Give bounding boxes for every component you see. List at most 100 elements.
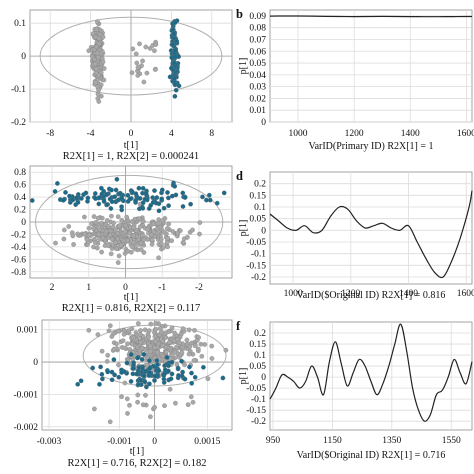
data-point — [190, 399, 196, 405]
y-tick-label: 0.6 — [14, 181, 26, 191]
data-point — [169, 371, 175, 377]
series-0 — [86, 321, 229, 425]
data-point — [209, 343, 215, 349]
data-point — [164, 355, 170, 360]
y-tick-label: 0.07 — [249, 35, 266, 45]
data-point — [170, 229, 176, 234]
hotelling-ellipse — [39, 16, 223, 96]
data-point — [97, 227, 102, 233]
x-tick-label: 1600 — [457, 289, 474, 299]
data-point — [171, 31, 177, 37]
data-point — [94, 50, 100, 56]
y-axis-label: p[1] — [238, 58, 249, 75]
x-tick-label: 1000 — [284, 289, 303, 299]
data-point — [134, 344, 140, 350]
y-tick-label: -0.2 — [251, 273, 266, 283]
data-point — [141, 219, 146, 224]
data-point — [60, 197, 66, 203]
data-point — [70, 197, 76, 203]
data-point — [150, 195, 156, 200]
data-point — [172, 20, 178, 25]
data-point — [131, 225, 137, 230]
data-point — [160, 218, 166, 223]
panel-b: 1000 1200 1400 1600 0.09 0.080.07 0.06 0.05 0.04… — [236, 7, 474, 152]
data-point — [53, 240, 58, 246]
x-tick-label: 1200 — [345, 129, 364, 139]
data-point — [98, 220, 104, 226]
x-tick-label: 1400 — [399, 289, 418, 299]
y-tick-label: 0.01 — [249, 106, 266, 116]
data-point — [184, 337, 190, 343]
data-point — [91, 244, 96, 250]
data-point — [52, 189, 58, 194]
data-point — [119, 217, 125, 223]
data-point — [137, 41, 142, 47]
data-point — [101, 77, 107, 83]
data-point — [118, 242, 124, 248]
data-point — [159, 329, 164, 335]
data-point — [156, 217, 162, 222]
data-point — [166, 221, 171, 227]
data-point — [125, 192, 131, 198]
data-point — [160, 343, 166, 349]
data-point — [143, 190, 149, 196]
data-point — [124, 396, 130, 402]
data-point — [190, 227, 195, 233]
data-point — [94, 66, 99, 72]
y-tick-label: 0.8 — [14, 168, 26, 178]
data-point — [173, 344, 179, 350]
y-tick-label: 0.2 — [14, 206, 26, 216]
data-point — [96, 87, 101, 93]
data-point — [141, 373, 147, 378]
data-point — [95, 215, 101, 221]
y-tick-label: 0.09 — [249, 12, 266, 22]
y-tick-label: 0.06 — [249, 47, 266, 57]
data-point — [107, 419, 113, 425]
data-point — [129, 219, 135, 224]
data-point — [91, 214, 97, 219]
y-tick-label: -0.002 — [13, 423, 38, 433]
x-tick-label: 1550 — [442, 436, 461, 446]
x-tick-label: 1350 — [382, 436, 401, 446]
data-point — [135, 399, 140, 405]
data-point — [109, 236, 115, 242]
data-point — [152, 373, 158, 379]
data-point — [101, 188, 107, 194]
data-point — [147, 46, 153, 51]
data-point — [160, 245, 166, 251]
y-tick-label: 0.04 — [249, 71, 266, 81]
data-point — [163, 335, 169, 340]
x-tick-label: 1000 — [289, 129, 308, 139]
y-tick-label: 0 — [261, 226, 266, 236]
data-point — [152, 404, 157, 410]
data-point — [180, 344, 185, 350]
data-point — [129, 244, 135, 250]
data-point — [125, 411, 130, 416]
data-point — [154, 195, 160, 200]
y-tick-label: 0 — [33, 358, 38, 368]
data-point — [116, 253, 122, 259]
x-axis-label: VarID(Primary ID) R2X[1] = 1 — [308, 141, 433, 152]
data-point — [115, 236, 121, 242]
data-point — [126, 328, 131, 334]
data-point — [130, 371, 136, 377]
data-point — [106, 224, 111, 229]
data-point — [158, 237, 164, 242]
data-point — [189, 370, 194, 376]
data-point — [201, 364, 206, 370]
y-tick-label: -0.1 — [11, 85, 26, 95]
x-tick-label: 0 — [152, 437, 157, 447]
r2x-caption: R2X[1] = 1, R2X[2] = 0.000241 — [63, 151, 199, 162]
data-point — [75, 231, 80, 237]
data-point — [152, 48, 157, 54]
data-point — [148, 321, 154, 327]
data-point — [137, 196, 143, 201]
data-point — [138, 332, 143, 337]
data-point — [199, 353, 205, 359]
y-tick-label: 0.15 — [249, 340, 266, 350]
data-point — [165, 235, 171, 241]
data-point — [135, 392, 141, 398]
data-point — [135, 73, 141, 78]
x-axis-label: t[1] — [124, 292, 138, 303]
data-point — [111, 220, 116, 226]
